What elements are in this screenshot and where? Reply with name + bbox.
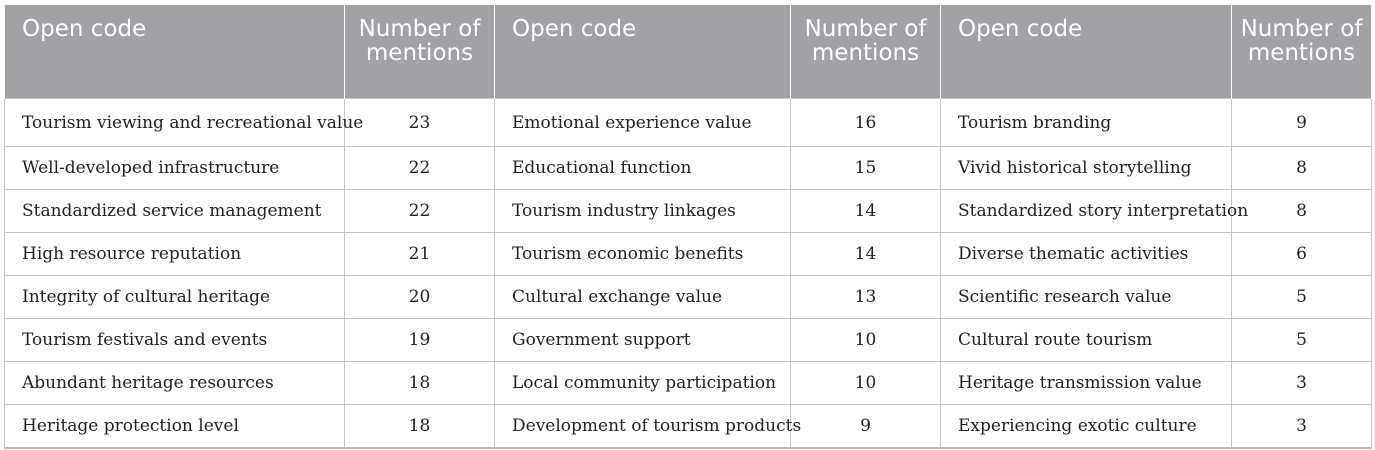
open-code-cell: Emotional experience value [494, 98, 791, 147]
open-code-cell: Heritage transmission value [940, 361, 1232, 405]
header-open-code: Open code [494, 4, 791, 99]
mentions-cell: 19 [344, 318, 495, 362]
mentions-cell: 14 [790, 189, 941, 233]
table-row: Integrity of cultural heritage 20 Cultur… [4, 275, 1372, 319]
mentions-cell: 5 [1231, 318, 1372, 362]
mentions-cell: 9 [790, 404, 941, 449]
open-code-cell: Tourism branding [940, 98, 1232, 147]
mentions-cell: 9 [1231, 98, 1372, 147]
header-number-of-mentions: Number of mentions [790, 4, 941, 99]
mentions-cell: 16 [790, 98, 941, 147]
open-code-cell: Tourism festivals and events [4, 318, 345, 362]
mentions-cell: 3 [1231, 404, 1372, 449]
open-code-cell: Vivid historical storytelling [940, 146, 1232, 190]
table-row: Tourism viewing and recreational value 2… [4, 98, 1372, 147]
open-code-cell: Cultural exchange value [494, 275, 791, 319]
open-code-cell: Government support [494, 318, 791, 362]
open-code-cell: Scientific research value [940, 275, 1232, 319]
open-code-cell: Heritage protection level [4, 404, 345, 449]
mentions-cell: 15 [790, 146, 941, 190]
mentions-cell: 23 [344, 98, 495, 147]
mentions-cell: 5 [1231, 275, 1372, 319]
table-row: Standardized service management 22 Touri… [4, 189, 1372, 233]
open-code-cell: Abundant heritage resources [4, 361, 345, 405]
mentions-cell: 18 [344, 361, 495, 405]
open-code-cell: Well-developed infrastructure [4, 146, 345, 190]
open-code-cell: Development of tourism products [494, 404, 801, 449]
header-number-of-mentions: Number of mentions [344, 4, 495, 99]
open-code-cell: Standardized service management [4, 189, 345, 233]
mentions-cell: 13 [790, 275, 941, 319]
mentions-cell: 18 [344, 404, 495, 449]
table-row: High resource reputation 21 Tourism econ… [4, 232, 1372, 276]
mentions-cell: 14 [790, 232, 941, 276]
mentions-cell: 21 [344, 232, 495, 276]
header-row: Open code Number of mentions Open code N… [4, 4, 1372, 99]
mentions-cell: 10 [790, 318, 941, 362]
header-number-of-mentions: Number of mentions [1231, 4, 1372, 99]
open-code-cell: Integrity of cultural heritage [4, 275, 345, 319]
open-code-table: Open code Number of mentions Open code N… [4, 4, 1372, 449]
header-open-code: Open code [4, 4, 345, 99]
mentions-cell: 6 [1231, 232, 1372, 276]
mentions-cell: 8 [1231, 189, 1372, 233]
mentions-cell: 3 [1231, 361, 1372, 405]
open-code-cell: Diverse thematic activities [940, 232, 1232, 276]
open-code-cell: Educational function [494, 146, 791, 190]
open-code-cell: Tourism economic benefits [494, 232, 791, 276]
open-code-cell: Tourism viewing and recreational value [4, 98, 363, 147]
table-row: Well-developed infrastructure 22 Educati… [4, 146, 1372, 190]
open-code-cell: Tourism industry linkages [494, 189, 791, 233]
open-code-cell: Cultural route tourism [940, 318, 1232, 362]
open-code-cell: Local community participation [494, 361, 791, 405]
header-open-code: Open code [940, 4, 1232, 99]
table-row: Heritage protection level 18 Development… [4, 404, 1372, 449]
table-row: Abundant heritage resources 18 Local com… [4, 361, 1372, 405]
open-code-cell: Standardized story interpretation [940, 189, 1248, 233]
open-code-cell: High resource reputation [4, 232, 345, 276]
mentions-cell: 22 [344, 189, 495, 233]
mentions-cell: 22 [344, 146, 495, 190]
mentions-cell: 10 [790, 361, 941, 405]
open-code-cell: Experiencing exotic culture [940, 404, 1232, 449]
mentions-cell: 8 [1231, 146, 1372, 190]
table-row: Tourism festivals and events 19 Governme… [4, 318, 1372, 362]
mentions-cell: 20 [344, 275, 495, 319]
